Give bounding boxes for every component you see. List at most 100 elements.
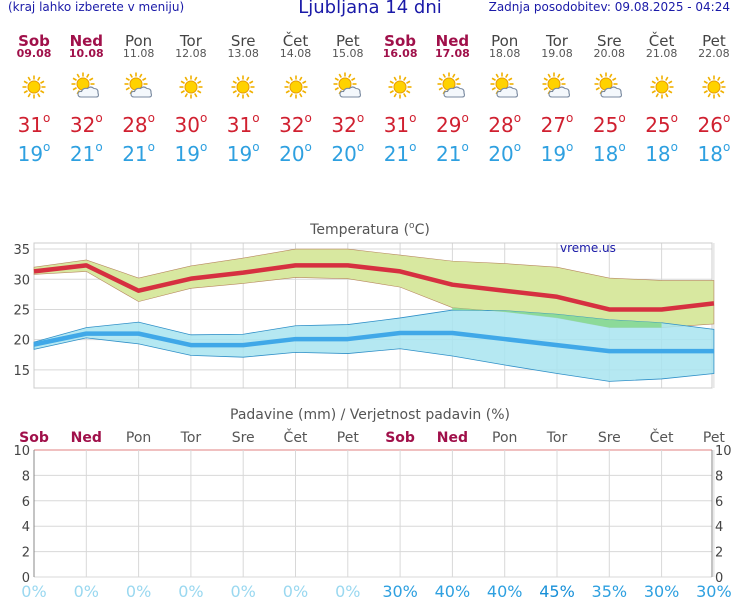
max-temperature-band xyxy=(33,248,715,328)
precipitation-probability: 0% xyxy=(335,582,360,600)
precipitation-probability: 0% xyxy=(231,582,256,600)
max-temperature: 32o xyxy=(331,111,365,137)
day-name: Sre xyxy=(597,32,622,50)
y-tick-label: 20 xyxy=(13,334,30,349)
precipitation-probability: 0% xyxy=(126,582,151,600)
precipitation-probability: 45% xyxy=(539,582,575,600)
day-name: Pet xyxy=(335,32,360,50)
y-tick-label: 15 xyxy=(13,364,30,379)
y-tick-label-right: 6 xyxy=(715,495,723,510)
precipitation-probability: 30% xyxy=(696,582,732,600)
sun-icon xyxy=(19,72,49,106)
precipitation-probability: 40% xyxy=(487,582,523,600)
x-day-label: Pet xyxy=(703,430,726,446)
day-date: 09.08 xyxy=(16,47,52,60)
sun-icon xyxy=(281,72,311,106)
y-tick-label: 25 xyxy=(13,303,30,318)
day-column: Čet 21.08 xyxy=(636,32,688,60)
min-temperature: 20o xyxy=(331,140,365,166)
y-tick-label: 0 xyxy=(22,571,30,586)
x-day-label: Čet xyxy=(284,428,308,446)
max-temperature: 27o xyxy=(540,111,574,137)
min-temperature: 21o xyxy=(69,140,103,166)
max-temperature: 31o xyxy=(226,111,260,137)
sun-cloud-icon xyxy=(124,72,154,106)
day-column: Tor 19.08 xyxy=(531,32,583,60)
y-tick-label: 2 xyxy=(22,546,30,561)
min-temperature: 21o xyxy=(435,140,469,166)
x-day-label: Sre xyxy=(598,430,621,446)
day-column: Čet 14.08 xyxy=(270,32,322,60)
x-day-label: Sre xyxy=(232,430,255,446)
day-column: Pet 22.08 xyxy=(688,32,740,60)
x-day-label: Pon xyxy=(126,430,151,446)
min-temperature-band xyxy=(33,309,715,382)
max-temperature: 25o xyxy=(645,111,678,137)
sun-cloud-icon xyxy=(437,72,467,106)
min-temperature-line xyxy=(33,330,714,354)
day-column: Pon 11.08 xyxy=(113,32,165,60)
day-date: 14.08 xyxy=(279,47,312,60)
y-tick-label: 30 xyxy=(13,273,30,288)
day-date: 15.08 xyxy=(332,47,364,60)
y-tick-label-right: 10 xyxy=(715,444,732,459)
y-tick-label-right: 0 xyxy=(715,571,723,586)
x-day-label: Čet xyxy=(650,428,674,446)
day-name: Tor xyxy=(546,32,568,50)
band-overlap xyxy=(452,307,662,328)
day-name: Ned xyxy=(435,32,470,50)
day-date: 12.08 xyxy=(175,47,207,60)
day-column: Ned 17.08 xyxy=(426,32,478,60)
max-temperature: 25o xyxy=(592,111,626,137)
min-temperature: 19o xyxy=(226,140,260,166)
day-name: Tor xyxy=(179,32,202,50)
day-name: Pon xyxy=(124,32,153,50)
precipitation-probability: 0% xyxy=(283,582,308,600)
region-hint: (kraj lahko izberete v meniju) xyxy=(8,0,185,14)
day-date: 10.08 xyxy=(68,47,104,60)
sun-icon xyxy=(385,72,415,106)
max-temperature-line xyxy=(33,263,715,312)
page-title: Ljubljana 14 dni xyxy=(298,0,442,18)
temperature-chart: Temperatura (oC) 15 20 25 30 35 vreme.us xyxy=(13,221,715,389)
day-name: Pet xyxy=(702,32,726,50)
sun-icon xyxy=(699,72,729,106)
day-column: Sre 20.08 xyxy=(583,32,635,60)
y-tick-label-right: 2 xyxy=(715,546,723,561)
x-day-label: Ned xyxy=(437,430,468,446)
day-name: Čet xyxy=(648,32,675,50)
day-date: 11.08 xyxy=(122,47,155,60)
chart-title: Padavine (mm) / Verjetnost padavin (%) xyxy=(230,407,510,423)
y-tick-label-right: 4 xyxy=(715,520,723,535)
sun-cloud-icon xyxy=(71,72,101,106)
x-day-label: Sob xyxy=(385,430,415,446)
min-temperature: 18o xyxy=(592,140,626,166)
day-column: Sob 16.08 xyxy=(374,32,426,60)
y-tick-label: 4 xyxy=(22,520,30,535)
y-tick-label: 10 xyxy=(13,444,30,459)
day-column: Tor 12.08 xyxy=(165,32,217,60)
day-name: Čet xyxy=(282,32,309,50)
precipitation-chart: Padavine (mm) / Verjetnost padavin (%) So… xyxy=(13,407,732,600)
last-update: Zadnja posodobitev: 09.08.2025 - 04:24 xyxy=(488,0,730,14)
min-temperature: 18o xyxy=(697,140,731,166)
day-date: 19.08 xyxy=(541,47,573,60)
y-tick-label: 35 xyxy=(13,243,30,258)
day-name: Ned xyxy=(69,32,104,50)
precipitation-probability: 0% xyxy=(178,582,203,600)
max-temperature: 29o xyxy=(435,111,469,137)
max-temperature: 28o xyxy=(122,111,155,137)
day-date: 18.08 xyxy=(488,47,521,60)
x-day-label: Ned xyxy=(71,430,102,446)
day-column: Sob 09.08 xyxy=(8,32,60,60)
x-day-label: Pon xyxy=(492,430,517,446)
day-date: 17.08 xyxy=(434,47,470,60)
max-temperature: 30o xyxy=(174,111,208,137)
day-date: 13.08 xyxy=(227,47,259,60)
min-temperature: 18o xyxy=(645,140,678,166)
precipitation-probability: 0% xyxy=(74,582,99,600)
y-tick-label: 6 xyxy=(22,495,30,510)
day-column: Sre 13.08 xyxy=(217,32,269,60)
sun-cloud-icon xyxy=(594,72,624,106)
x-day-label: Sob xyxy=(19,430,49,446)
